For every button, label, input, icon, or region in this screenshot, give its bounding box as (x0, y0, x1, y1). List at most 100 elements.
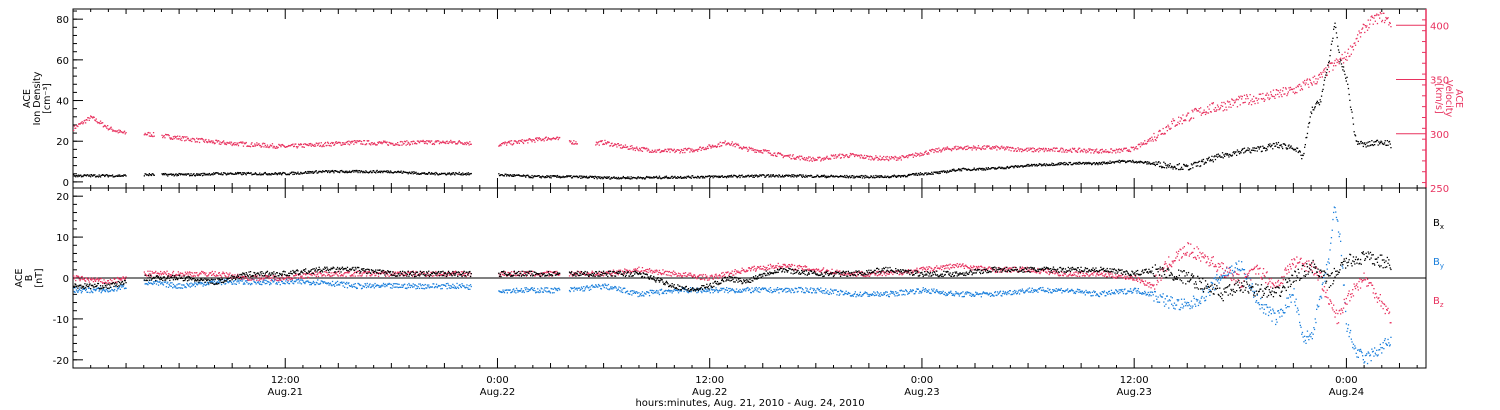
data-point (741, 174, 743, 176)
data-point (894, 155, 896, 158)
data-point (619, 177, 622, 179)
data-point (834, 155, 836, 157)
data-point (1174, 125, 1176, 127)
data-point (817, 287, 819, 289)
data-point (107, 290, 109, 292)
data-point (1288, 144, 1290, 146)
data-point (883, 176, 885, 179)
data-point (1279, 144, 1282, 147)
data-point (952, 148, 954, 150)
data-point (1050, 164, 1052, 166)
data-point (503, 142, 505, 144)
data-point (1049, 164, 1051, 167)
data-point (569, 175, 571, 178)
data-point (638, 150, 640, 152)
data-point (918, 153, 920, 155)
data-point (603, 286, 605, 289)
data-point (1321, 76, 1323, 78)
data-point (1231, 99, 1234, 101)
data-point (1118, 148, 1120, 150)
data-point (1350, 53, 1352, 55)
data-point (398, 283, 400, 285)
data-point (778, 152, 780, 154)
data-point (446, 288, 448, 290)
data-point (790, 158, 792, 160)
data-point (1390, 147, 1392, 149)
data-point (1300, 154, 1302, 156)
data-point (821, 290, 823, 292)
data-point (848, 292, 850, 294)
data-point (1100, 152, 1103, 154)
data-point (901, 155, 903, 157)
data-point (300, 172, 303, 174)
data-point (168, 173, 170, 176)
data-point (943, 171, 946, 173)
data-point (120, 131, 122, 133)
data-point (847, 177, 849, 179)
data-point (402, 286, 404, 288)
data-point (1013, 167, 1015, 169)
data-point (367, 285, 369, 287)
data-point (1221, 156, 1223, 158)
data-point (738, 147, 740, 149)
data-point (290, 144, 293, 146)
data-point (101, 122, 103, 124)
data-point (211, 142, 213, 144)
data-point (1202, 112, 1204, 114)
data-point (191, 174, 193, 177)
data-point (992, 167, 994, 169)
data-point (672, 290, 675, 292)
data-point (1045, 147, 1047, 150)
data-point (1320, 72, 1322, 74)
data-point (774, 176, 776, 178)
data-point (852, 153, 854, 155)
data-point (333, 144, 335, 146)
data-point (946, 172, 948, 174)
data-point (1105, 162, 1108, 164)
data-point (307, 281, 310, 283)
data-point (118, 287, 120, 289)
data-point (1267, 94, 1270, 96)
data-point (1226, 154, 1228, 156)
data-point (972, 168, 975, 171)
data-point (802, 289, 804, 291)
data-point (792, 174, 794, 176)
data-point (447, 173, 450, 175)
data-point (258, 173, 260, 176)
data-point (556, 288, 558, 290)
data-point (791, 175, 794, 178)
data-point (760, 289, 762, 291)
data-point (463, 173, 465, 175)
data-point (1388, 141, 1390, 143)
data-point (1066, 163, 1068, 165)
data-point (1028, 163, 1030, 166)
data-point (841, 291, 843, 293)
data-point (632, 149, 634, 151)
data-point (1311, 84, 1313, 86)
data-point (1040, 163, 1042, 165)
data-point (190, 138, 192, 140)
data-point (347, 171, 349, 173)
data-point (346, 170, 348, 172)
data-point (201, 173, 203, 175)
data-point (100, 174, 102, 177)
data-point (982, 148, 985, 150)
data-point (1256, 99, 1258, 102)
data-point (1297, 151, 1299, 154)
data-point (1051, 148, 1053, 151)
data-point (897, 176, 899, 178)
data-point (259, 174, 262, 176)
data-point (112, 176, 114, 178)
data-point (724, 289, 726, 291)
data-point (109, 128, 111, 130)
data-point (1001, 145, 1003, 147)
data-point (898, 157, 900, 160)
data-point (1314, 106, 1316, 108)
data-point (119, 129, 121, 132)
data-point (431, 172, 433, 174)
data-point (1022, 166, 1024, 168)
data-point (299, 173, 301, 175)
data-point (1110, 148, 1113, 150)
data-point (750, 147, 752, 149)
data-point (875, 174, 877, 177)
